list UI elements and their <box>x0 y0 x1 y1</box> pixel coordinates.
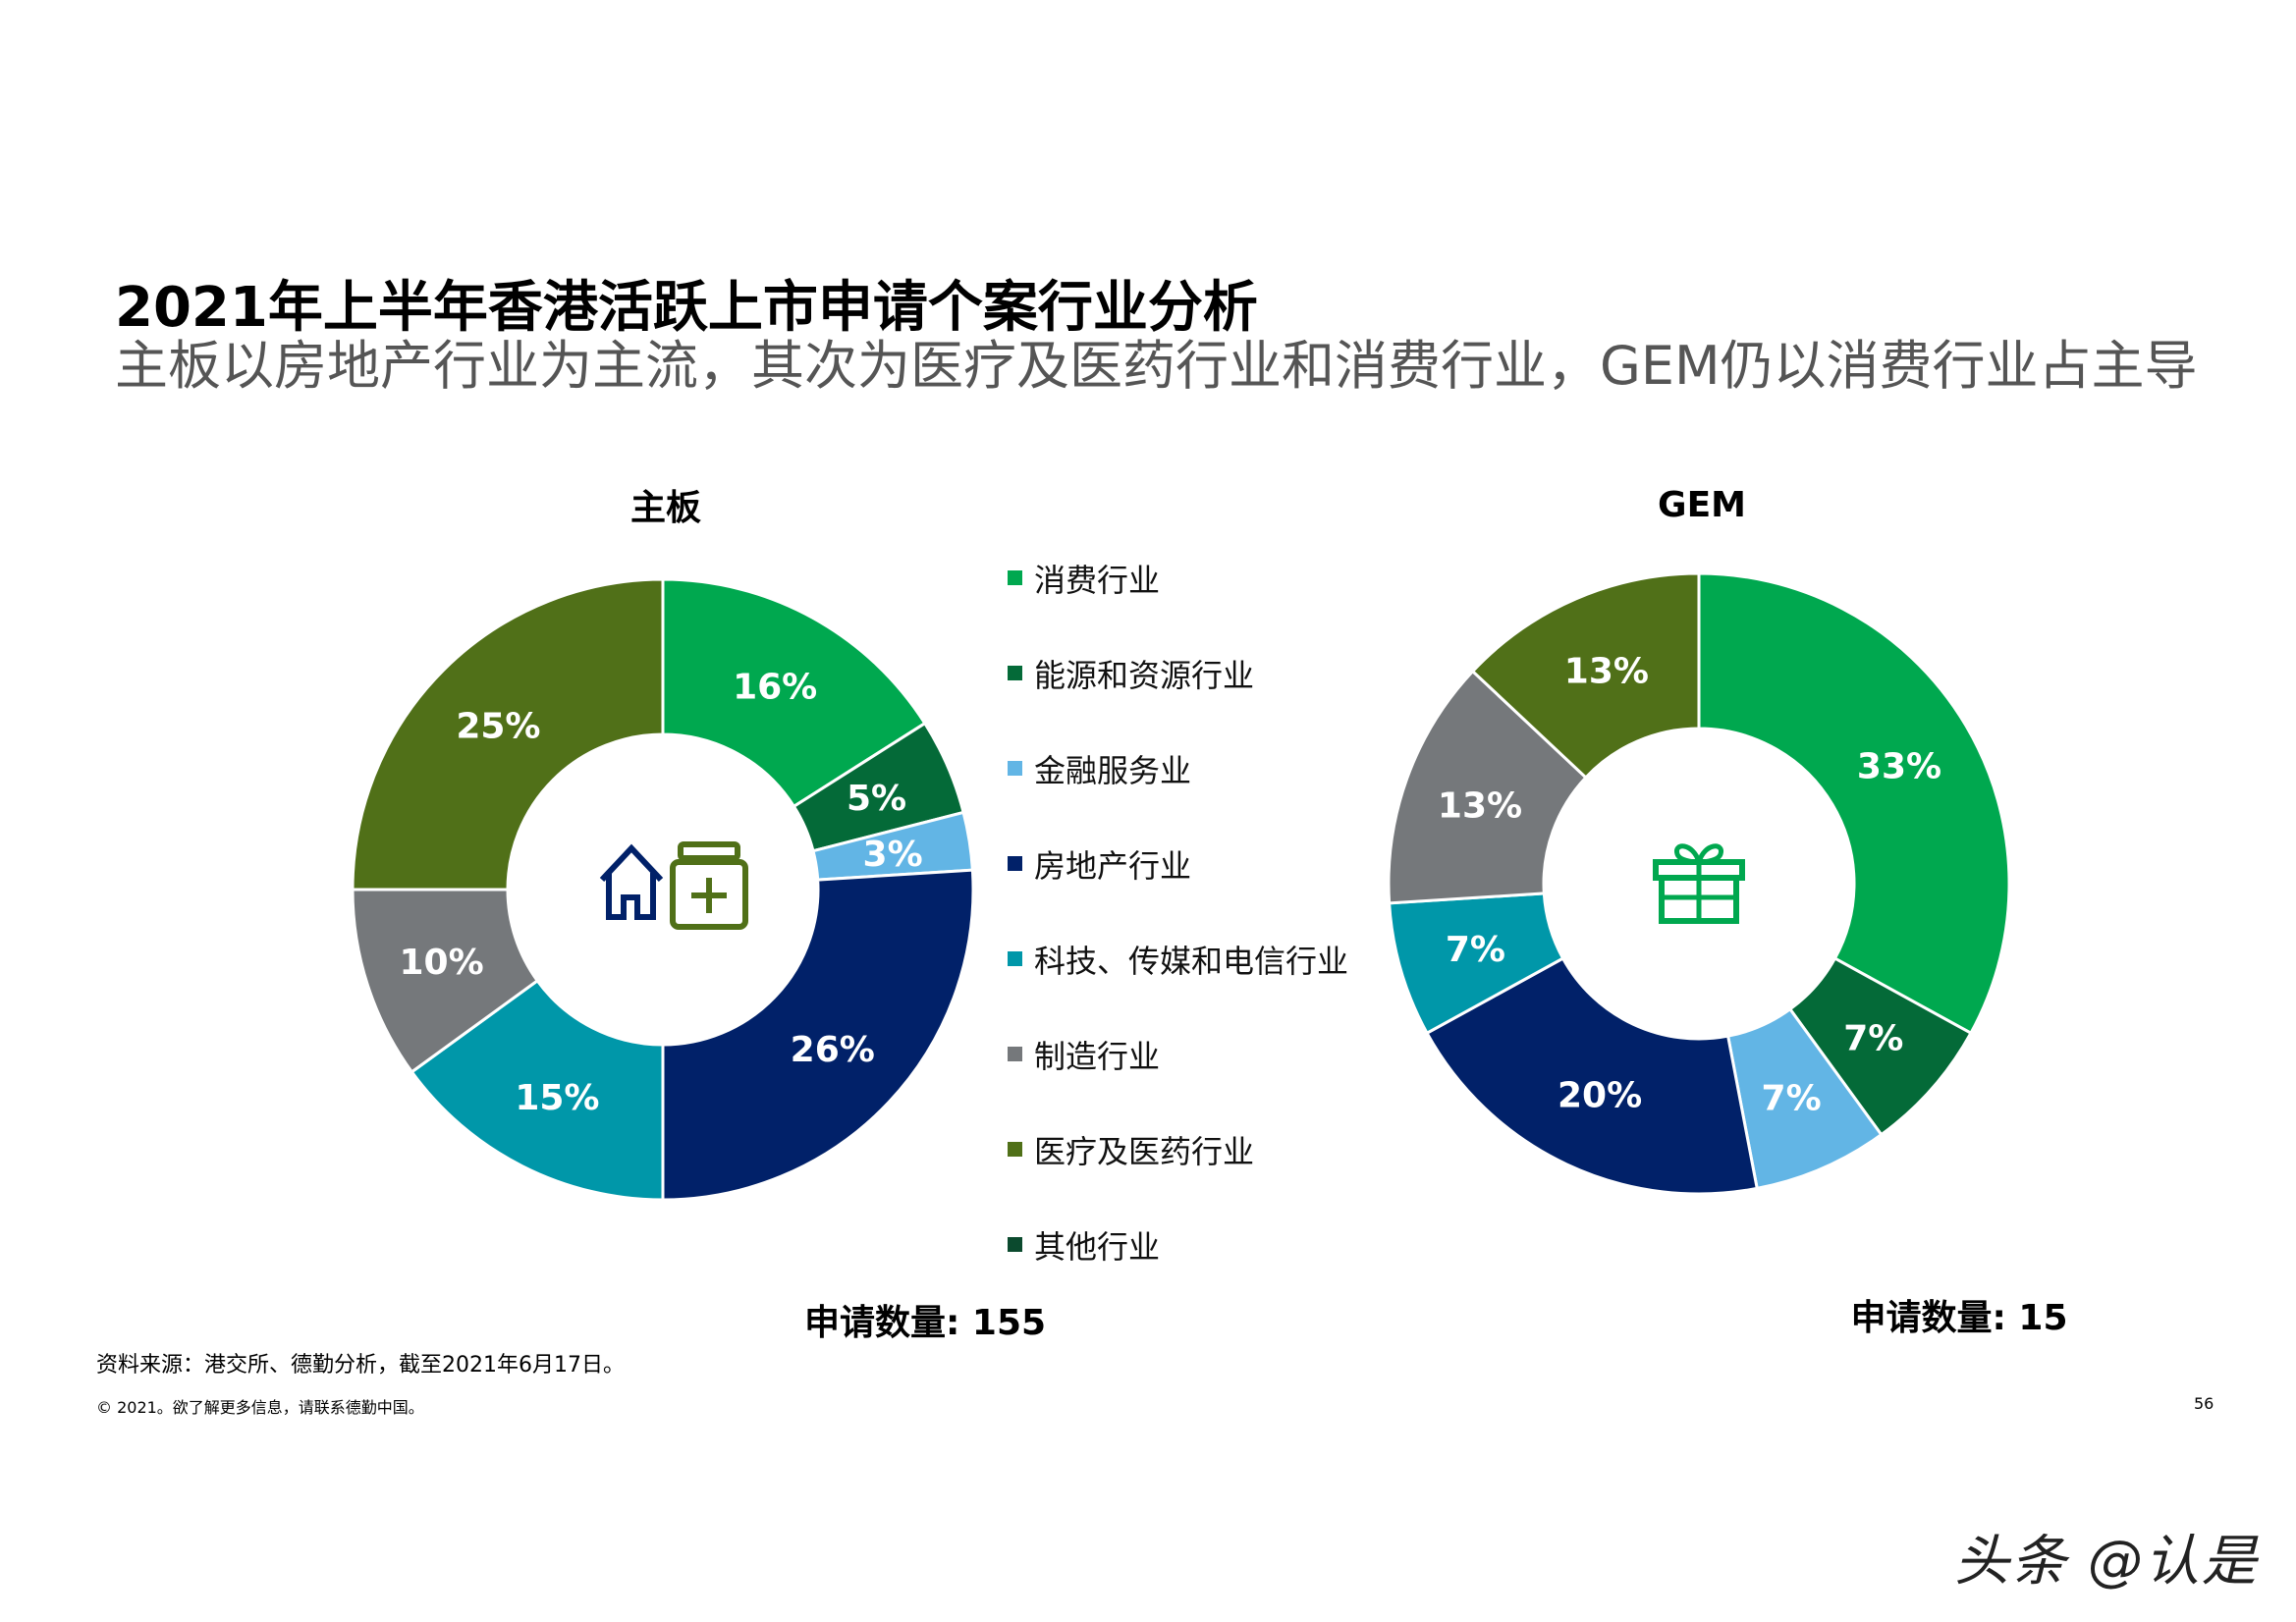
slice-label: 5% <box>847 779 906 819</box>
gem-donut-chart: 33% 7% 7% 20% 7% 13% 13% <box>1387 571 2011 1196</box>
legend-label: 消费行业 <box>1034 561 1161 599</box>
legend-label: 金融服务业 <box>1034 751 1192 789</box>
legend-label: 其他行业 <box>1034 1227 1161 1266</box>
donut-slice <box>1387 669 1588 905</box>
legend-item: 消费行业 <box>1008 530 1348 625</box>
legend-swatch <box>1008 666 1022 680</box>
donut-slice <box>1697 571 2011 1036</box>
legend-item: 制造行业 <box>1008 1006 1348 1102</box>
legend-swatch <box>1008 1237 1022 1252</box>
legend-swatch <box>1008 951 1022 966</box>
slice-label: 10% <box>400 943 484 983</box>
source-note: 资料来源：港交所、德勤分析，截至2021年6月17日。 <box>96 1353 625 1378</box>
donut-slice <box>661 577 927 809</box>
legend-item: 医疗及医药行业 <box>1008 1102 1348 1197</box>
copyright: © 2021。欲了解更多信息，请联系德勤中国。 <box>96 1398 424 1417</box>
slice-label: 7% <box>1762 1079 1822 1119</box>
main-board-count: 申请数量: 155 <box>803 1303 1047 1343</box>
page-title: 2021年上半年香港活跃上市申请个案行业分析 <box>115 276 1258 340</box>
legend-label: 科技、传媒和电信行业 <box>1034 942 1349 980</box>
donut-slice <box>351 577 665 892</box>
slice-label: 33% <box>1857 746 1941 786</box>
main-board-chart-title: 主板 <box>629 488 702 528</box>
gem-count: 申请数量: 15 <box>1850 1298 2068 1338</box>
watermark: 头条 @认是 <box>1954 1530 2259 1594</box>
medicine-bottle-icon <box>670 841 748 930</box>
legend-label: 房地产行业 <box>1034 846 1192 885</box>
gem-chart-title: GEM <box>1658 485 1746 525</box>
donut-slice <box>1425 956 1759 1196</box>
slice-label: 15% <box>515 1078 599 1118</box>
page-number: 56 <box>2194 1394 2214 1413</box>
main-board-donut-chart: 16% 5% 3% 26% 15% 10% 25% <box>351 577 975 1202</box>
slice-label: 20% <box>1558 1075 1642 1115</box>
slice-label: 16% <box>733 667 817 707</box>
legend-label: 医疗及医药行业 <box>1034 1132 1255 1170</box>
legend-swatch <box>1008 570 1022 585</box>
legend-swatch <box>1008 856 1022 871</box>
legend-label: 制造行业 <box>1034 1037 1161 1075</box>
house-icon <box>599 843 664 920</box>
page-subtitle: 主板以房地产行业为主流，其次为医疗及医药行业和消费行业，GEM仍以消费行业占主导 <box>115 335 2198 397</box>
legend-item: 能源和资源行业 <box>1008 625 1348 721</box>
donut-slice <box>410 978 665 1202</box>
legend-label: 能源和资源行业 <box>1034 656 1255 694</box>
legend-item: 科技、传媒和电信行业 <box>1008 911 1348 1006</box>
slice-label: 25% <box>456 706 540 746</box>
slice-label: 7% <box>1843 1019 1903 1059</box>
slice-label: 13% <box>1438 786 1522 827</box>
slice-label: 7% <box>1446 930 1505 970</box>
legend-swatch <box>1008 761 1022 776</box>
legend-item: 其他行业 <box>1008 1197 1348 1292</box>
legend-swatch <box>1008 1047 1022 1061</box>
legend-swatch <box>1008 1142 1022 1157</box>
legend-item: 房地产行业 <box>1008 816 1348 911</box>
slice-label: 3% <box>863 835 923 875</box>
legend: 消费行业能源和资源行业 金融服务业房地产行业科技、传媒和电信行业 制造行业医疗及医药… <box>1008 530 1348 1292</box>
slice-label: 13% <box>1564 651 1649 691</box>
donut-slice <box>661 868 975 1202</box>
donut-slice <box>1470 571 1701 780</box>
gift-icon <box>1653 843 1745 924</box>
legend-item: 金融服务业 <box>1008 721 1348 816</box>
slice-label: 26% <box>791 1030 875 1070</box>
